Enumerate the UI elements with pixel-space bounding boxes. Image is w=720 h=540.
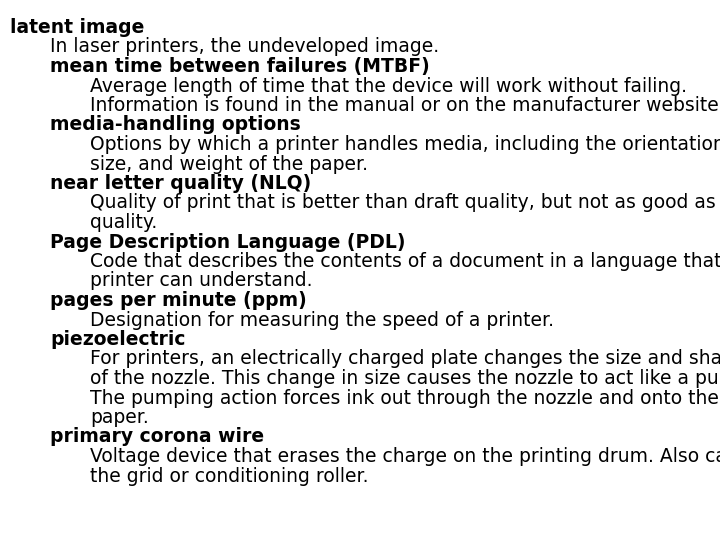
Text: media-handling options: media-handling options	[50, 116, 301, 134]
Text: Voltage device that erases the charge on the printing drum. Also called: Voltage device that erases the charge on…	[90, 447, 720, 466]
Text: the grid or conditioning roller.: the grid or conditioning roller.	[90, 467, 369, 485]
Text: Average length of time that the device will work without failing.: Average length of time that the device w…	[90, 77, 687, 96]
Text: piezoelectric: piezoelectric	[50, 330, 186, 349]
Text: near letter quality (NLQ): near letter quality (NLQ)	[50, 174, 311, 193]
Text: mean time between failures (MTBF): mean time between failures (MTBF)	[50, 57, 430, 76]
Text: of the nozzle. This change in size causes the nozzle to act like a pump.: of the nozzle. This change in size cause…	[90, 369, 720, 388]
Text: Page Description Language (PDL): Page Description Language (PDL)	[50, 233, 405, 252]
Text: primary corona wire: primary corona wire	[50, 428, 264, 447]
Text: Quality of print that is better than draft quality, but not as good as letter: Quality of print that is better than dra…	[90, 193, 720, 213]
Text: pages per minute (ppm): pages per minute (ppm)	[50, 291, 307, 310]
Text: quality.: quality.	[90, 213, 157, 232]
Text: Options by which a printer handles media, including the orientation,: Options by which a printer handles media…	[90, 135, 720, 154]
Text: Code that describes the contents of a document in a language that the: Code that describes the contents of a do…	[90, 252, 720, 271]
Text: printer can understand.: printer can understand.	[90, 272, 312, 291]
Text: In laser printers, the undeveloped image.: In laser printers, the undeveloped image…	[50, 37, 439, 57]
Text: For printers, an electrically charged plate changes the size and shape: For printers, an electrically charged pl…	[90, 349, 720, 368]
Text: The pumping action forces ink out through the nozzle and onto the: The pumping action forces ink out throug…	[90, 388, 719, 408]
Text: Designation for measuring the speed of a printer.: Designation for measuring the speed of a…	[90, 310, 554, 329]
Text: size, and weight of the paper.: size, and weight of the paper.	[90, 154, 368, 173]
Text: paper.: paper.	[90, 408, 149, 427]
Text: Information is found in the manual or on the manufacturer website.: Information is found in the manual or on…	[90, 96, 720, 115]
Text: latent image: latent image	[10, 18, 145, 37]
